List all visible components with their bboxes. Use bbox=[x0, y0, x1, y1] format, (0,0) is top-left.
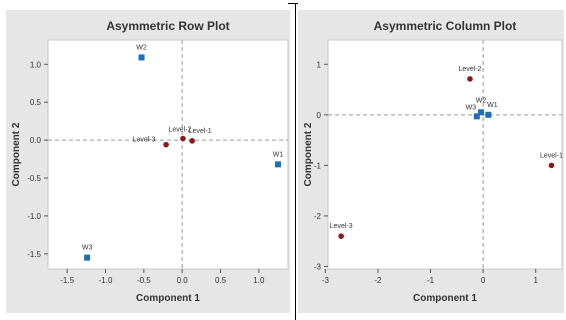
y-tick-label: 0.0 bbox=[30, 136, 42, 145]
y-tick-label: 1 bbox=[317, 60, 322, 69]
point-level-2 bbox=[180, 135, 186, 142]
point-w1 bbox=[485, 111, 492, 118]
point-w2 bbox=[478, 109, 485, 116]
x-tick-label: -1.0 bbox=[99, 276, 113, 285]
y-tick-label: -1.0 bbox=[27, 212, 41, 221]
y-axis-label: Component 2 bbox=[303, 122, 314, 186]
y-tick-label: 0 bbox=[317, 111, 322, 120]
chart-title: Asymmetric Column Plot bbox=[374, 19, 517, 33]
vertical-divider bbox=[295, 3, 296, 320]
point-label-level-3: Level-3 bbox=[133, 137, 156, 144]
x-tick-label: 0.0 bbox=[177, 276, 189, 285]
point-label-w1: W1 bbox=[273, 151, 284, 158]
point-label-level-2: Level-2 bbox=[458, 66, 481, 73]
point-label-level-3: Level-3 bbox=[330, 223, 353, 230]
point-label-level-1: Level-1 bbox=[540, 152, 563, 159]
point-w3 bbox=[473, 113, 480, 120]
point-label-w2: W2 bbox=[476, 97, 487, 104]
plot-area bbox=[327, 39, 563, 270]
point-label-level-1: Level-1 bbox=[189, 128, 212, 135]
y-tick-label: -0.5 bbox=[27, 174, 41, 183]
point-w1 bbox=[275, 161, 282, 168]
chart-title: Asymmetric Row Plot bbox=[106, 19, 229, 33]
x-tick-label: 0 bbox=[481, 276, 486, 285]
y-tick-label: -1 bbox=[314, 161, 322, 170]
plot-area bbox=[47, 39, 289, 270]
point-w2 bbox=[138, 54, 145, 61]
point-w3 bbox=[84, 254, 91, 261]
point-level-2 bbox=[467, 76, 473, 82]
point-level-1 bbox=[189, 138, 195, 144]
x-tick-label: 0.5 bbox=[215, 276, 227, 285]
y-tick-label: 0.5 bbox=[30, 98, 42, 107]
x-tick-label: -1.5 bbox=[60, 276, 74, 285]
x-tick-label: 1.0 bbox=[253, 276, 265, 285]
x-tick-label: -3 bbox=[322, 276, 330, 285]
x-tick-label: -1 bbox=[427, 276, 435, 285]
y-tick-label: -3 bbox=[314, 262, 322, 271]
y-tick-label: 1.0 bbox=[30, 60, 42, 69]
point-label-w1: W1 bbox=[487, 102, 498, 109]
point-level-1 bbox=[548, 162, 555, 169]
point-label-w3: W3 bbox=[466, 104, 477, 111]
divider-tick bbox=[288, 3, 298, 4]
x-tick-label: -0.5 bbox=[137, 276, 151, 285]
x-axis-label: Component 1 bbox=[136, 293, 200, 304]
row-plot: Asymmetric Row Plot -1.5 -1.0 -0.5 0.0 0.5 1.0… bbox=[6, 10, 290, 313]
x-tick-label: 1 bbox=[533, 276, 538, 285]
point-label-level-2: Level-2 bbox=[168, 127, 191, 134]
x-axis-label: Component 1 bbox=[413, 293, 477, 304]
point-label-w2: W2 bbox=[136, 44, 147, 51]
column-plot: Asymmetric Column Plot -3 -2 -1 0 1 -3 -2 -1 0 1 Co… bbox=[298, 10, 564, 313]
point-level-3 bbox=[163, 141, 169, 148]
y-tick-label: -1.5 bbox=[27, 250, 41, 259]
point-level-3 bbox=[338, 233, 344, 239]
x-tick-label: -2 bbox=[374, 276, 382, 285]
y-axis-label: Component 2 bbox=[11, 122, 22, 186]
y-tick-label: -2 bbox=[314, 212, 322, 221]
point-label-w3: W3 bbox=[82, 245, 93, 252]
